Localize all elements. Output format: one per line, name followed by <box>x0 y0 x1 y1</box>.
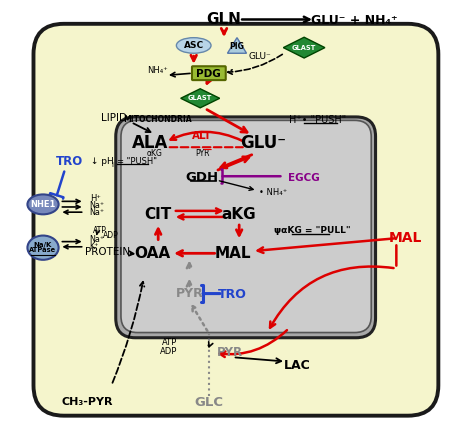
Text: NHE1: NHE1 <box>30 200 56 209</box>
Polygon shape <box>181 89 219 108</box>
Text: GLN: GLN <box>207 12 241 27</box>
Text: Na⁺: Na⁺ <box>89 201 104 210</box>
Text: ATP: ATP <box>93 226 107 235</box>
Text: TRO: TRO <box>218 288 247 301</box>
Text: H⁺: H⁺ <box>90 194 100 203</box>
FancyBboxPatch shape <box>116 117 375 338</box>
Text: PYR: PYR <box>195 149 210 158</box>
Polygon shape <box>228 38 246 53</box>
Ellipse shape <box>27 194 59 214</box>
Polygon shape <box>283 37 325 58</box>
Ellipse shape <box>176 38 211 53</box>
Text: GLAST: GLAST <box>292 45 316 51</box>
Text: ADP: ADP <box>103 232 118 240</box>
Text: ALA: ALA <box>132 134 169 152</box>
Text: MITOCHONDRIA: MITOCHONDRIA <box>124 116 192 124</box>
Text: Na⁺: Na⁺ <box>89 208 104 216</box>
Text: CIT: CIT <box>145 207 172 222</box>
FancyBboxPatch shape <box>192 66 226 80</box>
Text: GLU⁻: GLU⁻ <box>240 134 286 152</box>
Text: ATP: ATP <box>162 338 177 346</box>
Text: αKG: αKG <box>147 149 163 158</box>
Text: Na⁺: Na⁺ <box>89 236 104 244</box>
Text: Na/K: Na/K <box>34 242 52 248</box>
Text: aKG: aKG <box>222 207 256 222</box>
Text: ALT: ALT <box>192 131 212 142</box>
Text: PROTEIN: PROTEIN <box>84 247 130 257</box>
Text: ↓ pH: ↓ pH <box>88 157 113 165</box>
Text: K⁺: K⁺ <box>89 242 98 251</box>
Text: = "PUSH": = "PUSH" <box>117 157 156 165</box>
Text: GLAST: GLAST <box>188 95 212 101</box>
Text: LAC: LAC <box>283 359 310 372</box>
Text: OAA: OAA <box>135 246 171 261</box>
Text: PIG: PIG <box>229 42 245 51</box>
Text: MAL: MAL <box>389 231 422 245</box>
Text: ─: ─ <box>203 144 210 157</box>
Text: MAL: MAL <box>214 246 251 261</box>
Text: GDH: GDH <box>186 171 219 184</box>
Ellipse shape <box>27 236 59 260</box>
Text: TRO: TRO <box>56 155 83 168</box>
Text: PDG: PDG <box>197 68 221 79</box>
Text: ASC: ASC <box>183 41 204 50</box>
Text: i: i <box>111 162 113 168</box>
Text: H⁺• "PUSH": H⁺• "PUSH" <box>289 115 346 125</box>
Text: ψαKG = "PULL": ψαKG = "PULL" <box>274 226 350 235</box>
Text: GLU⁻: GLU⁻ <box>248 52 271 61</box>
Text: • NH₄⁺: • NH₄⁺ <box>259 188 287 197</box>
Text: EGCG: EGCG <box>288 172 320 183</box>
Text: ADP: ADP <box>160 347 177 356</box>
Text: NH₄⁺: NH₄⁺ <box>147 66 168 75</box>
Text: GLU⁻ + NH₄⁺: GLU⁻ + NH₄⁺ <box>310 14 397 27</box>
Text: LIPID: LIPID <box>100 113 127 123</box>
FancyBboxPatch shape <box>34 24 438 416</box>
Text: PYR: PYR <box>217 346 243 359</box>
FancyBboxPatch shape <box>121 120 371 333</box>
Text: ATPase: ATPase <box>29 247 56 253</box>
Text: PYR: PYR <box>175 287 203 300</box>
Text: CH₃-PYR: CH₃-PYR <box>62 397 113 407</box>
Text: GLC: GLC <box>194 396 223 409</box>
